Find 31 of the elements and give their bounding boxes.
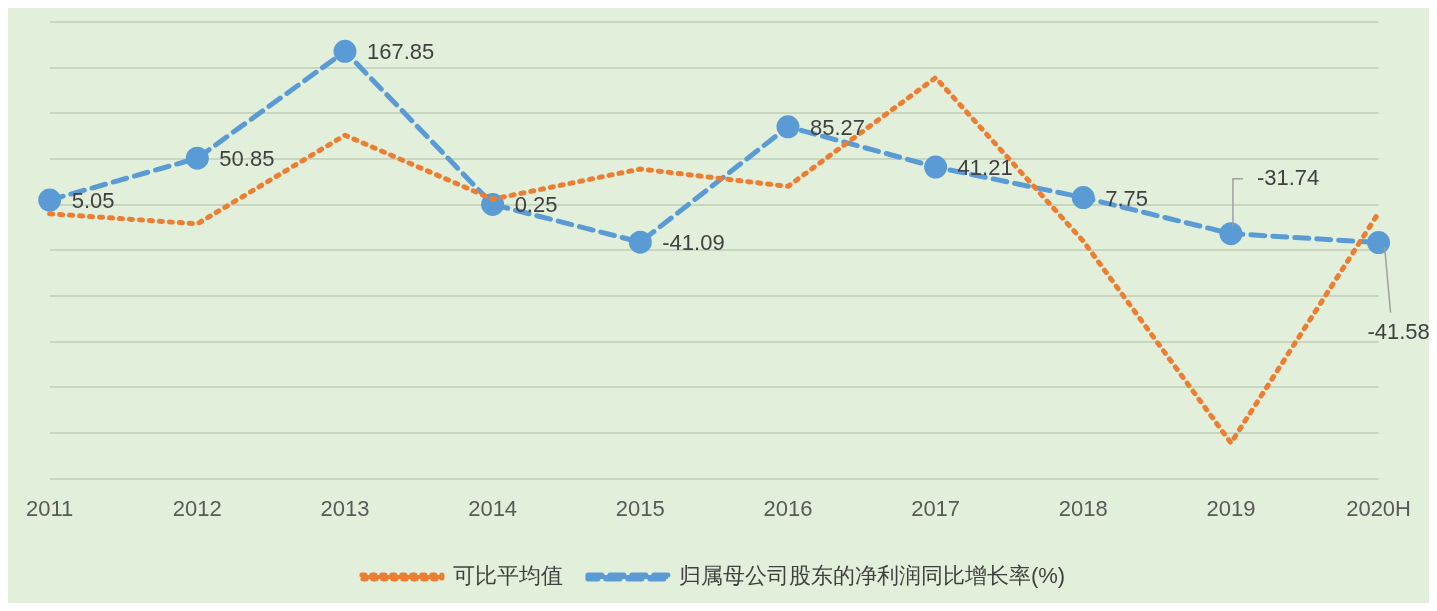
data-label: -41.09	[662, 230, 725, 256]
x-tick-label: 2019	[1206, 495, 1256, 521]
x-tick-label: 2016	[763, 495, 813, 521]
point	[185, 146, 209, 170]
x-tick-label: 2017	[911, 495, 961, 521]
point	[1219, 222, 1243, 246]
x-tick-label: 2018	[1058, 495, 1108, 521]
data-label: 167.85	[366, 39, 435, 65]
point	[924, 155, 948, 179]
x-tick-label: 2012	[172, 495, 222, 521]
legend-label: 可比平均值	[452, 563, 563, 589]
data-label: 50.85	[219, 146, 275, 172]
x-tick-label: 2014	[468, 495, 518, 521]
x-tick-label: 2015	[615, 495, 665, 521]
legend-label: 归属母公司股东的净利润同比增长率(%)	[678, 563, 1066, 589]
point	[333, 39, 357, 63]
data-label: -31.74	[1256, 164, 1320, 190]
data-label: 0.25	[514, 192, 558, 218]
x-tick-label: 2011	[26, 495, 74, 521]
data-label: -41.58	[1367, 318, 1430, 344]
point	[776, 115, 800, 139]
data-label: 41.21	[957, 155, 1013, 181]
x-tick-label: 2020H	[1346, 495, 1412, 521]
point	[1367, 231, 1391, 255]
data-label: 85.27	[809, 114, 866, 140]
point	[38, 188, 62, 212]
point	[628, 230, 652, 254]
point	[1071, 186, 1095, 210]
data-label: 7.75	[1105, 185, 1149, 211]
x-tick-label: 2013	[320, 495, 370, 521]
data-label: 5.05	[71, 188, 115, 214]
